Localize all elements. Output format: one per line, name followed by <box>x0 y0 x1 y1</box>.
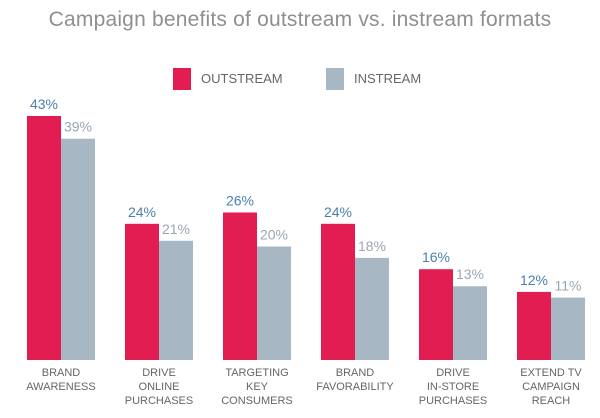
bar-outstream-5 <box>517 291 551 360</box>
legend-label-instream: INSTREAM <box>354 71 422 86</box>
category-label-4-line-2: PURCHASES <box>419 395 487 407</box>
category-label-3-line-0: BRAND <box>336 367 375 379</box>
legend-swatch-instream <box>326 68 344 90</box>
category-label-0-line-0: BRAND <box>42 367 81 379</box>
data-label-instream-3: 18% <box>358 238 386 254</box>
legend-label-outstream: OUTSTREAM <box>201 71 283 86</box>
bar-outstream-1 <box>125 223 159 360</box>
category-label-5-line-0: EXTEND TV <box>520 367 582 379</box>
bar-instream-0 <box>61 138 95 360</box>
data-label-outstream-3: 24% <box>324 204 352 220</box>
data-label-outstream-2: 26% <box>226 192 254 208</box>
bar-instream-1 <box>159 240 193 360</box>
data-label-outstream-0: 43% <box>30 96 58 112</box>
category-label-1-line-0: DRIVE <box>142 367 176 379</box>
data-label-instream-4: 13% <box>456 266 484 282</box>
category-label-2-line-2: CONSUMERS <box>221 395 293 407</box>
bar-instream-3 <box>355 257 389 360</box>
bar-outstream-4 <box>419 269 453 360</box>
category-label-1-line-1: ONLINE <box>139 381 180 393</box>
bar-outstream-0 <box>27 116 61 360</box>
bar-instream-4 <box>453 286 487 360</box>
chart-title: Campaign benefits of outstream vs. instr… <box>48 8 552 31</box>
category-label-4-line-0: DRIVE <box>436 367 470 379</box>
category-label-3-line-1: FAVORABILITY <box>316 381 394 393</box>
data-label-outstream-1: 24% <box>128 204 156 220</box>
data-label-instream-2: 20% <box>260 227 288 243</box>
category-label-0-line-1: AWARENESS <box>26 381 95 393</box>
category-label-2-line-0: TARGETING <box>225 367 288 379</box>
bar-instream-2 <box>257 246 291 360</box>
data-label-instream-5: 11% <box>555 278 582 294</box>
legend: OUTSTREAM INSTREAM <box>0 68 600 92</box>
legend-swatch-outstream <box>173 68 191 90</box>
category-label-2-line-1: KEY <box>246 381 269 393</box>
data-label-instream-1: 21% <box>162 221 190 237</box>
data-label-outstream-5: 12% <box>520 272 548 288</box>
bar-outstream-3 <box>321 223 355 360</box>
category-label-4-line-1: IN-STORE <box>427 381 479 393</box>
category-label-1-line-2: PURCHASES <box>125 395 193 407</box>
data-label-outstream-4: 16% <box>422 249 450 265</box>
category-label-5-line-2: REACH <box>532 395 571 407</box>
category-label-5-line-1: CAMPAIGN <box>522 381 580 393</box>
bar-outstream-2 <box>223 212 257 360</box>
bar-instream-5 <box>551 297 585 360</box>
data-label-instream-0: 39% <box>64 119 92 135</box>
